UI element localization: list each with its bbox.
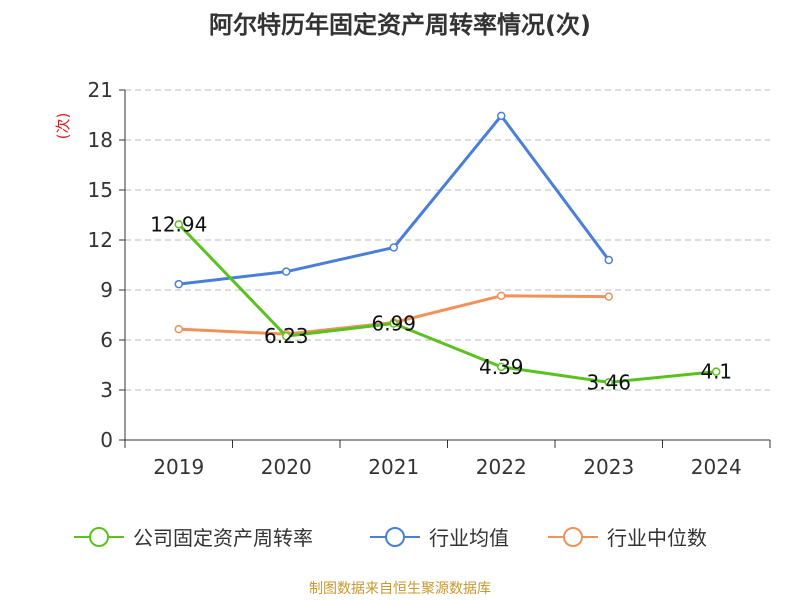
legend-label: 行业均值 — [429, 526, 509, 550]
legend-label: 公司固定资产周转率 — [133, 526, 313, 550]
source-note: 制图数据来自恒生聚源数据库 — [309, 581, 491, 597]
data-point[interactable] — [712, 367, 721, 376]
series-line — [177, 114, 611, 286]
y-tick-label: 3 — [100, 378, 113, 402]
data-point[interactable] — [497, 362, 506, 372]
data-point[interactable] — [174, 279, 183, 289]
y-tick-label: 12 — [88, 228, 113, 252]
y-tick-label: 6 — [100, 328, 113, 352]
legend[interactable]: 公司固定资产周转率 行业均值 行业中位数 — [74, 526, 707, 550]
data-label: 4.39 — [479, 355, 524, 379]
legend-item-2[interactable]: 行业中位数 — [548, 526, 707, 550]
x-tick-label: 2023 — [583, 455, 634, 479]
legend-item-0[interactable]: 公司固定资产周转率 — [74, 526, 313, 550]
data-point[interactable] — [604, 255, 613, 265]
y-tick-label: 15 — [88, 178, 113, 202]
data-point[interactable] — [174, 220, 183, 229]
y-tick-label: 21 — [88, 78, 113, 102]
legend-marker — [89, 527, 109, 547]
series-lines — [174, 111, 721, 387]
axes — [124, 90, 770, 441]
data-point[interactable] — [389, 319, 398, 328]
y-ticks: 0 3 6 9 12 15 18 21 — [88, 78, 125, 452]
chart-title: 阿尔特历年固定资产周转率情况(次) — [209, 11, 591, 39]
data-label: 4.1 — [700, 360, 732, 384]
y-tick-label: 0 — [100, 428, 113, 452]
data-label: 3.46 — [586, 370, 631, 394]
data-label: 12.94 — [150, 212, 207, 236]
data-point[interactable] — [604, 292, 613, 301]
x-tick-label: 2020 — [261, 455, 312, 479]
data-point[interactable] — [282, 331, 291, 341]
series-0 — [174, 220, 721, 387]
data-point[interactable] — [497, 291, 506, 301]
legend-marker — [563, 527, 583, 547]
data-point[interactable] — [282, 267, 291, 276]
x-tick-label: 2019 — [153, 455, 204, 479]
y-tick-label: 9 — [100, 278, 113, 302]
data-labels: 12.94 6.23 6.99 4.39 3.46 4.1 — [150, 212, 732, 394]
data-label: 6.23 — [264, 324, 309, 348]
x-tick-label: 2022 — [476, 455, 527, 479]
legend-marker — [385, 527, 405, 547]
series-1 — [174, 111, 613, 289]
x-tick-label: 2024 — [691, 455, 742, 479]
data-label: 6.99 — [371, 312, 416, 336]
data-point[interactable] — [604, 378, 613, 387]
y-axis-label: (次) — [54, 113, 72, 140]
y-tick-label: 18 — [88, 128, 113, 152]
series-line — [177, 222, 718, 384]
x-tick-label: 2021 — [368, 455, 419, 479]
data-point[interactable] — [497, 111, 506, 121]
legend-item-1[interactable]: 行业均值 — [370, 526, 509, 550]
data-point[interactable] — [174, 324, 183, 334]
data-point[interactable] — [389, 243, 398, 252]
grid-lines — [125, 89, 770, 391]
legend-label: 行业中位数 — [607, 526, 707, 550]
x-ticks: 2019 2020 2021 2022 2023 2024 — [124, 440, 771, 479]
